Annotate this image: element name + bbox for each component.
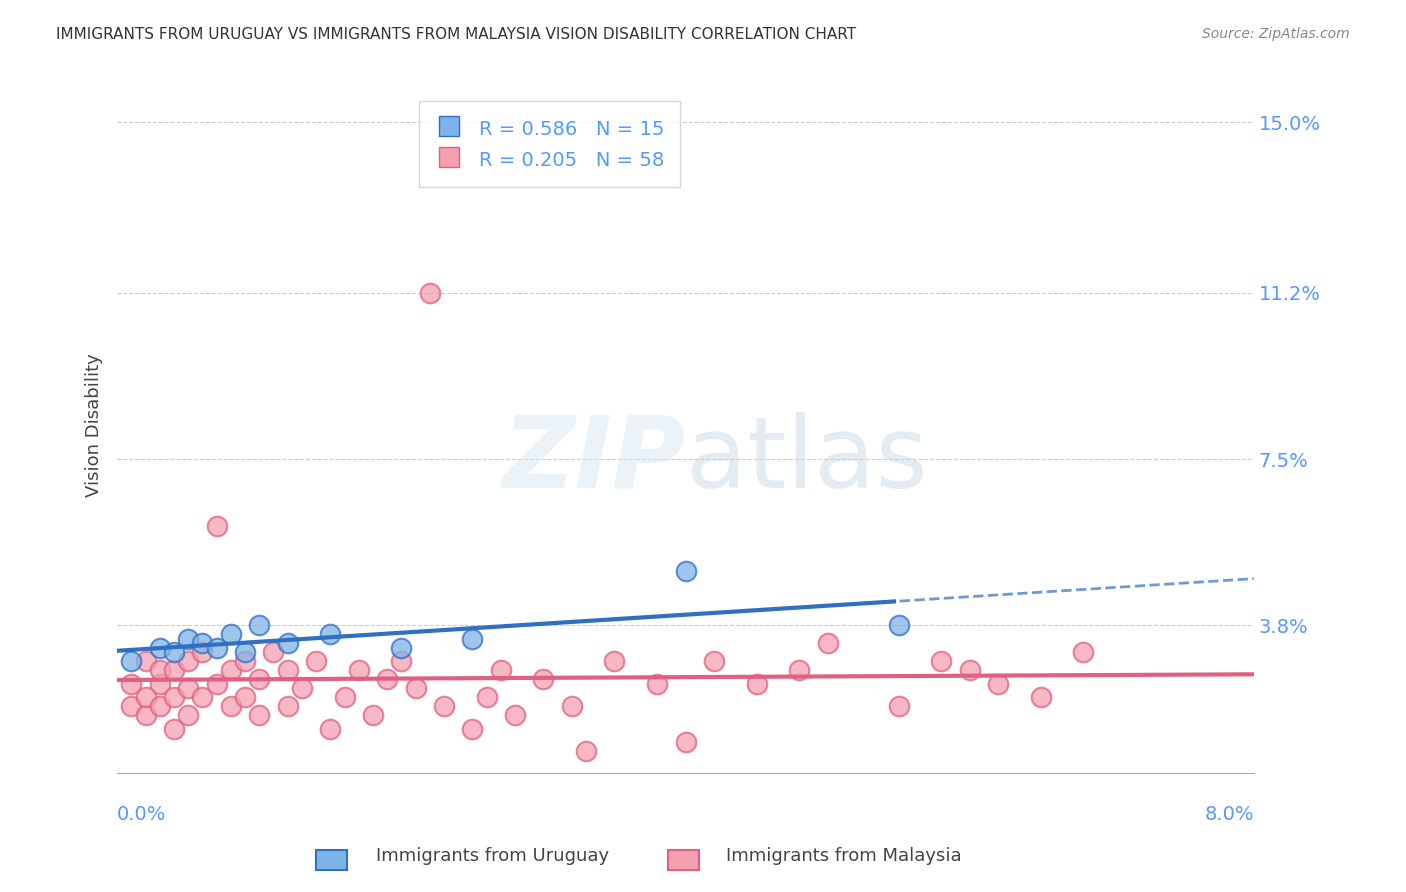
Point: [149, 640, 172, 655]
Text: 8.0%: 8.0%: [1205, 805, 1254, 824]
Point: [120, 699, 142, 714]
Point: [233, 654, 256, 668]
Point: [645, 676, 668, 690]
Point: [319, 627, 342, 641]
Text: Immigrants from Uruguay: Immigrants from Uruguay: [375, 847, 609, 865]
Point: [291, 681, 314, 695]
Point: [319, 722, 342, 736]
Point: [503, 708, 526, 723]
Point: [135, 708, 157, 723]
Point: [461, 722, 484, 736]
Point: [433, 699, 456, 714]
Y-axis label: Vision Disability: Vision Disability: [86, 353, 103, 498]
Point: [233, 690, 256, 705]
Point: [675, 735, 697, 749]
Point: [177, 654, 200, 668]
Point: [163, 722, 186, 736]
Point: [347, 663, 370, 677]
Point: [703, 654, 725, 668]
Text: Immigrants from Malaysia: Immigrants from Malaysia: [725, 847, 962, 865]
Point: [575, 744, 598, 758]
Point: [219, 699, 242, 714]
Point: [205, 676, 228, 690]
Point: [135, 690, 157, 705]
Point: [205, 640, 228, 655]
Point: [191, 636, 214, 650]
Text: Source: ZipAtlas.com: Source: ZipAtlas.com: [1202, 27, 1350, 41]
Point: [163, 663, 186, 677]
Point: [247, 618, 270, 632]
Point: [247, 672, 270, 686]
Point: [375, 672, 398, 686]
Point: [745, 676, 768, 690]
Point: [333, 690, 356, 705]
Legend: R = 0.586   N = 15, R = 0.205   N = 58: R = 0.586 N = 15, R = 0.205 N = 58: [419, 101, 679, 187]
Text: 0.0%: 0.0%: [117, 805, 166, 824]
Point: [787, 663, 810, 677]
Point: [149, 663, 172, 677]
Point: [561, 699, 583, 714]
Point: [929, 654, 952, 668]
Point: [233, 645, 256, 659]
Point: [489, 663, 512, 677]
Point: [163, 690, 186, 705]
Point: [389, 654, 412, 668]
Point: [419, 285, 441, 300]
Point: [389, 640, 412, 655]
Point: [817, 636, 839, 650]
Point: [163, 645, 186, 659]
Point: [887, 699, 910, 714]
Point: [277, 699, 299, 714]
Point: [277, 663, 299, 677]
Point: [149, 676, 172, 690]
Point: [475, 690, 498, 705]
Point: [361, 708, 384, 723]
Point: [987, 676, 1010, 690]
Point: [149, 699, 172, 714]
Point: [405, 681, 427, 695]
Point: [205, 519, 228, 533]
Point: [219, 627, 242, 641]
Point: [277, 636, 299, 650]
Point: [177, 681, 200, 695]
Point: [247, 708, 270, 723]
Point: [263, 645, 285, 659]
Point: [191, 645, 214, 659]
Point: [1073, 645, 1095, 659]
Text: ZIP: ZIP: [502, 412, 686, 508]
Point: [887, 618, 910, 632]
Point: [177, 632, 200, 646]
Point: [135, 654, 157, 668]
Point: [1029, 690, 1052, 705]
Text: atlas: atlas: [686, 412, 927, 508]
Point: [191, 690, 214, 705]
Point: [461, 632, 484, 646]
Point: [603, 654, 626, 668]
Point: [305, 654, 328, 668]
Point: [959, 663, 981, 677]
Point: [675, 565, 697, 579]
Point: [219, 663, 242, 677]
Point: [120, 676, 142, 690]
Point: [533, 672, 555, 686]
Point: [177, 708, 200, 723]
Point: [120, 654, 142, 668]
Text: IMMIGRANTS FROM URUGUAY VS IMMIGRANTS FROM MALAYSIA VISION DISABILITY CORRELATIO: IMMIGRANTS FROM URUGUAY VS IMMIGRANTS FR…: [56, 27, 856, 42]
